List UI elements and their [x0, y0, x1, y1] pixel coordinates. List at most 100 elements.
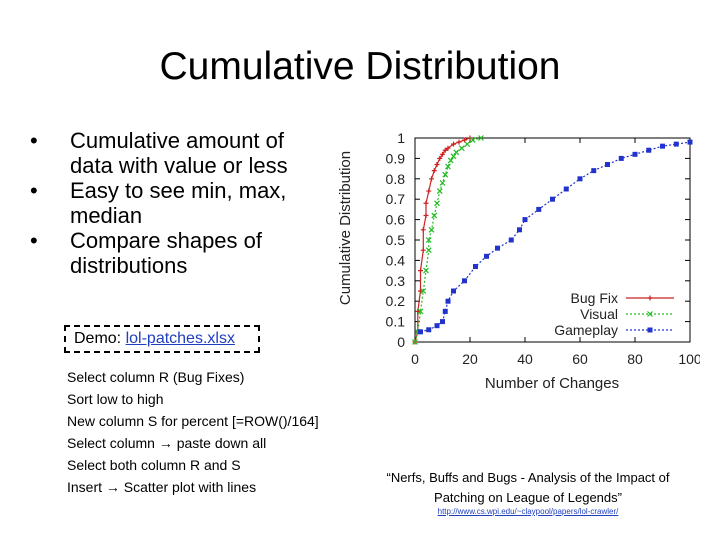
data-point — [517, 227, 522, 233]
bullet-item: • Easy to see min, max, median — [26, 178, 326, 228]
data-point — [445, 298, 451, 304]
data-point — [647, 311, 653, 317]
y-tick-label: 0.7 — [386, 191, 406, 207]
data-point — [442, 171, 449, 178]
bullet-text: Compare shapes of distributions — [70, 228, 262, 278]
data-point — [508, 237, 514, 243]
y-tick-label: 0.6 — [386, 212, 406, 228]
data-point — [484, 253, 489, 259]
data-point — [418, 268, 423, 274]
bullet-dot: • — [30, 128, 38, 153]
data-point — [478, 135, 484, 141]
data-point — [673, 141, 679, 147]
data-point — [429, 176, 434, 182]
data-point — [451, 141, 456, 147]
data-point — [418, 329, 423, 335]
data-point — [436, 188, 443, 194]
data-point — [495, 245, 500, 251]
data-point — [462, 137, 467, 143]
series-line — [414, 137, 482, 343]
y-tick-label: 0.4 — [386, 252, 406, 268]
data-point — [440, 151, 445, 157]
demo-file-link[interactable]: lol-patches.xlsx — [125, 330, 235, 347]
bullet-item: • Cumulative amount of data with value o… — [26, 128, 326, 178]
bullet-dot: • — [30, 178, 38, 203]
data-point — [451, 288, 456, 294]
bullet-text: Cumulative amount of data with value or … — [70, 128, 288, 178]
y-tick-label: 0.3 — [386, 273, 406, 289]
data-point — [450, 153, 457, 160]
x-tick-label: 60 — [572, 351, 588, 367]
data-point — [412, 339, 418, 345]
y-tick-label: 0.2 — [386, 293, 406, 309]
data-point — [536, 206, 542, 212]
legend-label: Bug Fix — [571, 290, 618, 306]
data-point — [618, 155, 624, 161]
series-line — [414, 137, 471, 343]
step-line: New column S for percent [=ROW()/164] — [67, 413, 319, 429]
step-line: Select column → paste down all — [67, 435, 267, 451]
data-point — [660, 143, 665, 149]
y-tick-label: 0.9 — [386, 150, 406, 166]
y-tick-label: 1 — [397, 130, 405, 146]
data-point — [415, 308, 421, 314]
plot-frame — [414, 137, 691, 343]
data-point — [591, 168, 597, 174]
bullet-text: Easy to see min, max, median — [70, 178, 287, 228]
x-tick-label: 80 — [627, 351, 643, 367]
series-bug-fix — [412, 135, 473, 345]
data-point — [563, 186, 569, 192]
data-point — [434, 323, 440, 329]
data-point — [425, 237, 432, 243]
data-point — [431, 168, 437, 174]
demo-prefix: Demo: — [74, 330, 126, 347]
legend-label: Visual — [580, 306, 618, 322]
citation: “Nerfs, Buffs and Bugs - Analysis of the… — [386, 470, 670, 505]
demo-box: Demo: lol-patches.xlsx — [64, 325, 260, 353]
data-point — [632, 151, 638, 157]
data-point — [426, 188, 432, 194]
data-point — [647, 327, 653, 333]
data-point — [646, 147, 652, 153]
x-tick-label: 100 — [678, 351, 700, 367]
y-tick-label: 0.1 — [386, 314, 406, 330]
step-line: Select column R (Bug Fixes) — [67, 369, 245, 385]
demo-steps: Select column R (Bug Fixes) Sort low to … — [67, 366, 377, 498]
data-point — [647, 295, 653, 301]
step-line: Insert → Scatter plot with lines — [67, 479, 257, 495]
data-point — [605, 162, 610, 168]
x-tick-label: 0 — [411, 351, 419, 367]
data-point — [447, 157, 454, 164]
data-point — [437, 155, 443, 161]
data-point — [434, 162, 440, 168]
data-point — [442, 147, 448, 153]
data-point — [425, 247, 432, 254]
y-tick-label: 0.8 — [386, 171, 406, 187]
data-point — [469, 137, 476, 143]
series-line — [420, 141, 691, 333]
chart-axes: 0 0.1 0.2 0.3 0.4 0.5 0.6 0.7 0.8 0.9 1 0 20 40 60 80 10… — [386, 130, 700, 367]
bullet-item: • Compare shapes of distributions — [26, 228, 326, 278]
data-point — [464, 141, 471, 148]
data-point — [687, 139, 693, 145]
series-visual — [412, 135, 484, 345]
legend-label: Gameplay — [554, 322, 618, 338]
bullet-dot: • — [30, 228, 38, 253]
data-point — [423, 267, 429, 274]
step-line: Select both column R and S — [67, 457, 241, 473]
x-tick-label: 40 — [517, 351, 533, 367]
data-point — [420, 247, 426, 253]
x-tick-label: 20 — [462, 351, 478, 367]
data-point — [462, 278, 467, 284]
data-point — [439, 179, 446, 186]
citation-link[interactable]: http://www.cs.wpi.edu/~claypool/papers/l… — [437, 507, 619, 516]
data-point — [420, 227, 426, 233]
bullet-list: • Cumulative amount of data with value o… — [26, 128, 326, 278]
y-tick-label: 0.5 — [386, 232, 406, 248]
data-point — [458, 145, 465, 152]
data-point — [423, 213, 429, 219]
data-point — [442, 308, 448, 314]
data-point — [423, 200, 429, 206]
data-point — [522, 217, 528, 223]
